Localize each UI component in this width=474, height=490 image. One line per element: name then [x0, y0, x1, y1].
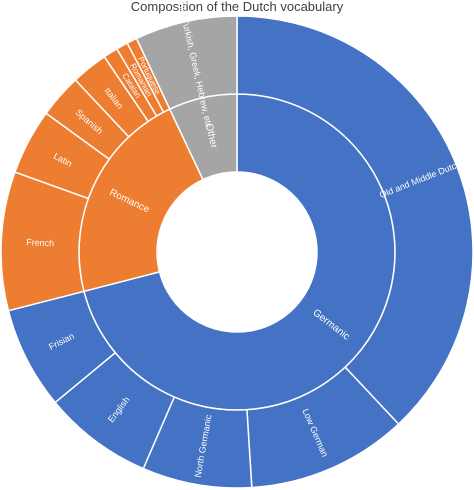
segment-label-french: French: [26, 237, 54, 248]
outer-segment-old-and-middle-dutch: [236, 15, 474, 426]
segment-label-other: Other: [203, 122, 219, 149]
chart-title: Composition of the Dutch vocabulary: [130, 0, 344, 14]
outer-segment-arabic-turkish-greek-hebrew-etc: [135, 15, 238, 111]
